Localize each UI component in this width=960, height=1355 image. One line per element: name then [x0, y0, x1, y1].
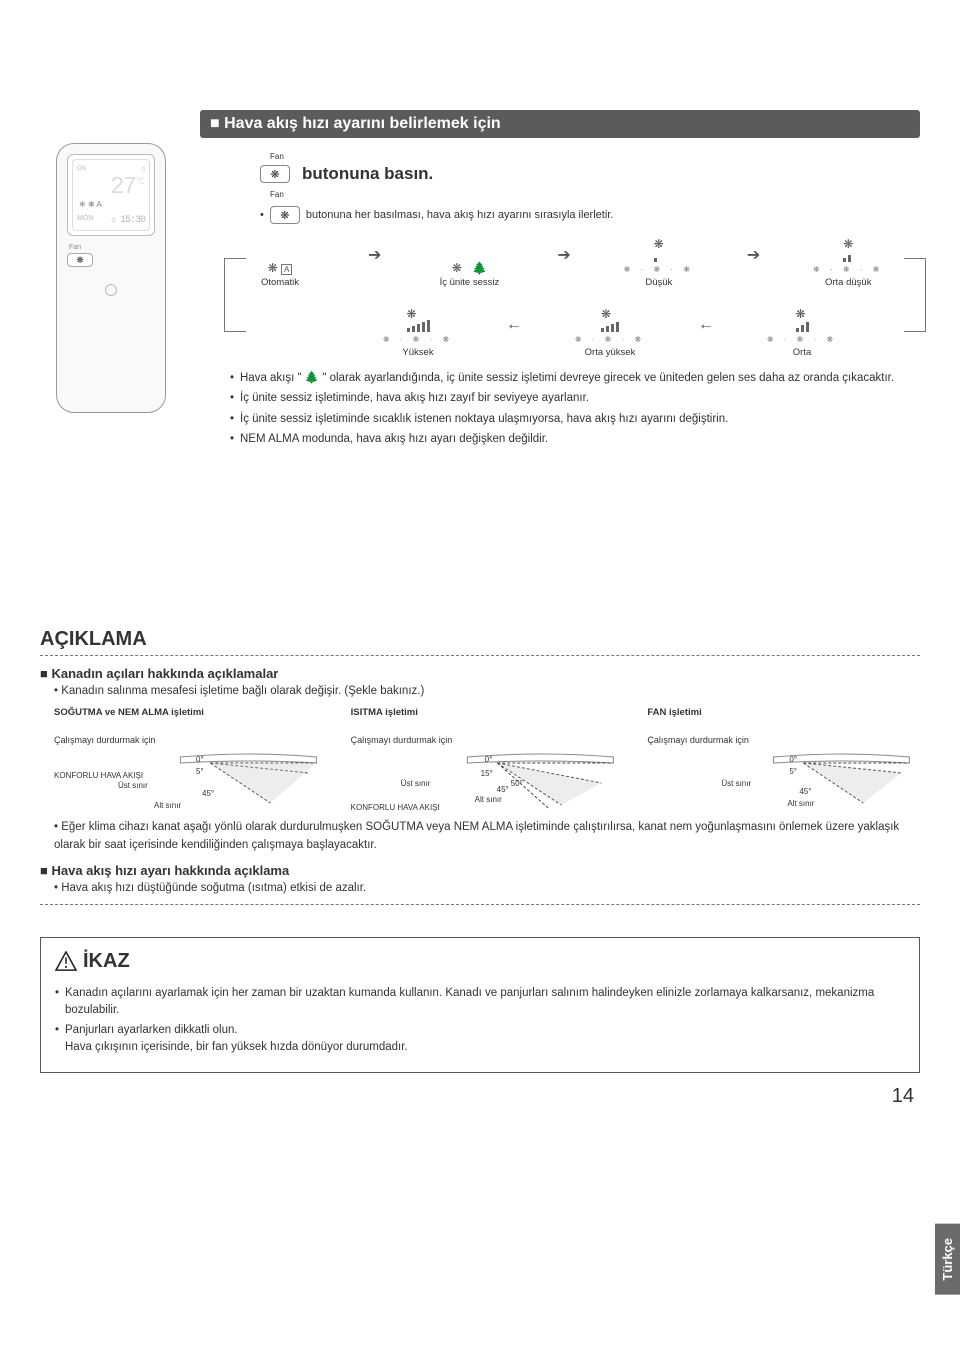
angle-svg-cool [54, 749, 327, 811]
remote-day: MON [77, 215, 93, 226]
notes-sub1: Kanadın açıları hakkında açıklamalar [40, 666, 920, 681]
level-low: Düşük [645, 277, 672, 288]
flap-angle-diagrams: SOĞUTMA ve NEM ALMA işletimi Çalışmayı d… [54, 707, 920, 811]
warning-icon [55, 951, 77, 971]
caution-box: İKAZ Kanadın açılarını ayarlamak için he… [40, 937, 920, 1073]
tri-stop-3: Çalışmayı durdurmak için [647, 735, 920, 745]
caution-item-2: Panjurları ayarlarken dikkatli olun. Hav… [55, 1022, 905, 1057]
remote-fan-indicator: ❋ A [88, 200, 102, 209]
tri-stop-1: Çalışmayı durdurmak için [54, 735, 327, 745]
notes-explain-1: Eğer klima cihazı kanat aşağı yönlü olar… [54, 819, 920, 855]
remote-fan-btn-label: Fan [69, 244, 81, 251]
tri-title-fan: FAN işletimi [647, 707, 920, 729]
notes-sub1-body: Kanadın salınma mesafesi işletime bağlı … [54, 685, 920, 697]
notes-header: AÇIKLAMA [40, 628, 920, 651]
level-medlow: Orta düşük [825, 277, 871, 288]
level-quiet: İç ünite sessiz [440, 277, 500, 288]
section1-bullets: Hava akışı " 🌲 " olarak ayarlandığında, … [230, 370, 920, 448]
caution-item-1: Kanadın açılarını ayarlamak için her zam… [55, 985, 905, 1020]
remote-clock: 15:30 [120, 215, 145, 226]
remote-illustration: ON▯ 27°C ❄ ❋ A MON ⏱ 15:30 Fan ❋ [56, 143, 166, 413]
fan-label-1: Fan [270, 152, 920, 161]
each-press-text: butonuna her basılması, hava akış hızı a… [306, 209, 614, 221]
remote-on-label: ON [77, 166, 86, 173]
notes-sub2: Hava akış hızı ayarı hakkında açıklama [40, 863, 920, 878]
level-medhigh: Orta yüksek [585, 347, 636, 358]
remote-fan-button: ❋ [67, 253, 93, 267]
tri-stop-2: Çalışmayı durdurmak için [351, 735, 624, 745]
tri-title-heat: ISITMA işletimi [351, 707, 624, 729]
fan-speed-diagram: ❋ A Otomatik ➔ ❋ 🌲 İç ünite sessiz ➔ ❋ ❋… [230, 238, 920, 358]
notes-sub2-body: Hava akış hızı düştüğünde soğutma (ısıtm… [54, 882, 920, 894]
tri-title-cool: SOĞUTMA ve NEM ALMA işletimi [54, 707, 327, 729]
fan-label-2: Fan [270, 190, 920, 199]
language-tab: Türkçe [935, 1224, 960, 1295]
press-button-text: butonuna basın. [302, 164, 433, 184]
level-med: Orta [793, 347, 811, 358]
fan-button-icon-1: ❋ [260, 165, 290, 183]
section-title: Hava akış hızı ayarını belirlemek için [200, 110, 920, 138]
level-auto: Otomatik [261, 277, 299, 288]
level-high: Yüksek [402, 347, 433, 358]
angle-svg-fan [647, 749, 920, 811]
fan-button-icon-2: ❋ [270, 206, 300, 224]
caution-header: İKAZ [83, 950, 130, 973]
page-number: 14 [40, 1085, 920, 1108]
remote-temp: 27 [110, 174, 135, 201]
